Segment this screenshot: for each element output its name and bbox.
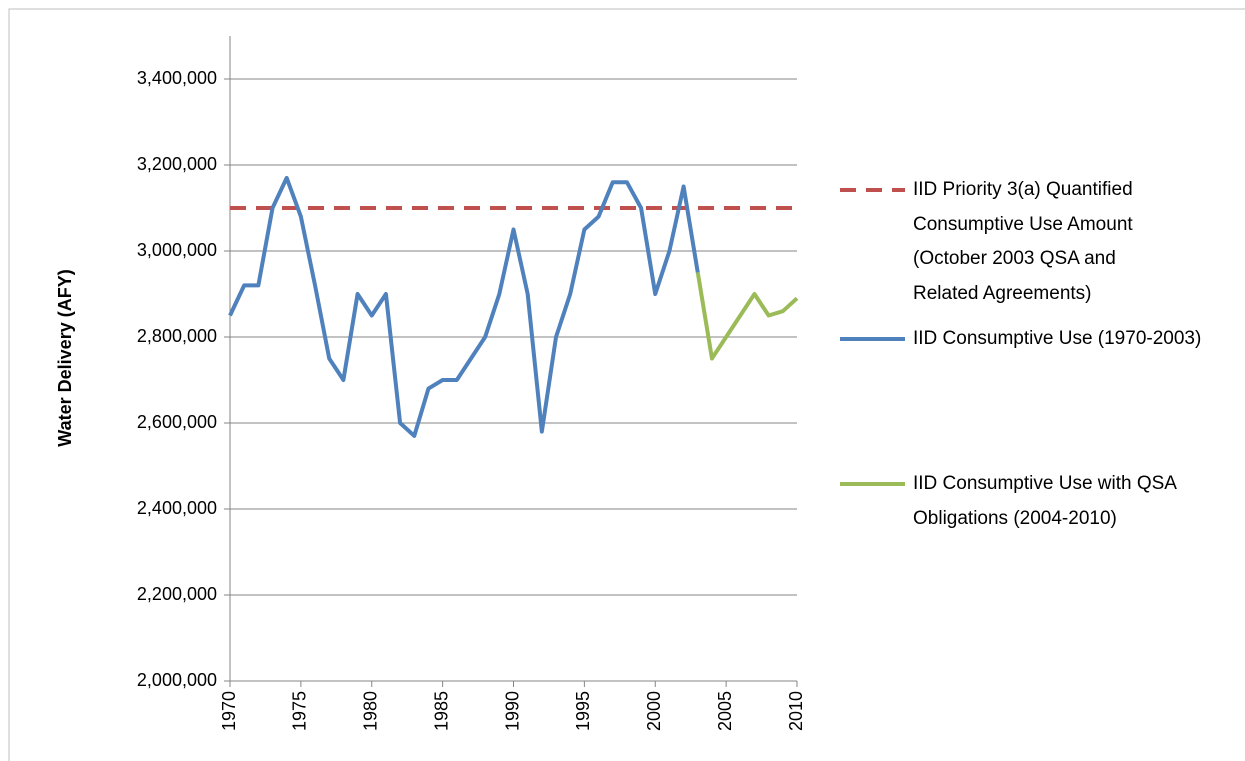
frame — [8, 8, 1245, 761]
series-line — [695, 272, 799, 361]
legend-label: IID Consumptive Use (1970-2003) — [913, 328, 1202, 349]
y-tick-label: 2,000,000 — [137, 670, 217, 690]
x-tick-label: 1985 — [431, 691, 451, 731]
series-line — [228, 175, 700, 438]
x-tick-label: 1980 — [361, 691, 381, 731]
x-tick-label: 2010 — [786, 691, 806, 731]
y-tick-label: 2,800,000 — [137, 326, 217, 346]
y-tick-label: 3,200,000 — [137, 154, 217, 174]
x-tick-label: 2000 — [644, 691, 664, 731]
legend-label: IID Priority 3(a) Quantified Consumptive… — [913, 179, 1133, 304]
x-tick-label: 1970 — [219, 691, 239, 731]
y-tick-label: 2,400,000 — [137, 498, 217, 518]
y-tick-label: 2,200,000 — [137, 584, 217, 604]
x-tick-label: 1990 — [502, 691, 522, 731]
y-tick-label: 2,600,000 — [137, 412, 217, 432]
x-tick-label: 1995 — [573, 691, 593, 731]
y-axis-title: Water Delivery (AFY) — [55, 269, 75, 446]
x-tick-label: 2005 — [715, 691, 735, 731]
x-tick-label: 1975 — [290, 691, 310, 731]
y-tick-label: 3,000,000 — [137, 240, 217, 260]
y-tick-label: 3,400,000 — [137, 68, 217, 88]
legend-label: IID Consumptive Use with QSA Obligations… — [913, 473, 1176, 529]
